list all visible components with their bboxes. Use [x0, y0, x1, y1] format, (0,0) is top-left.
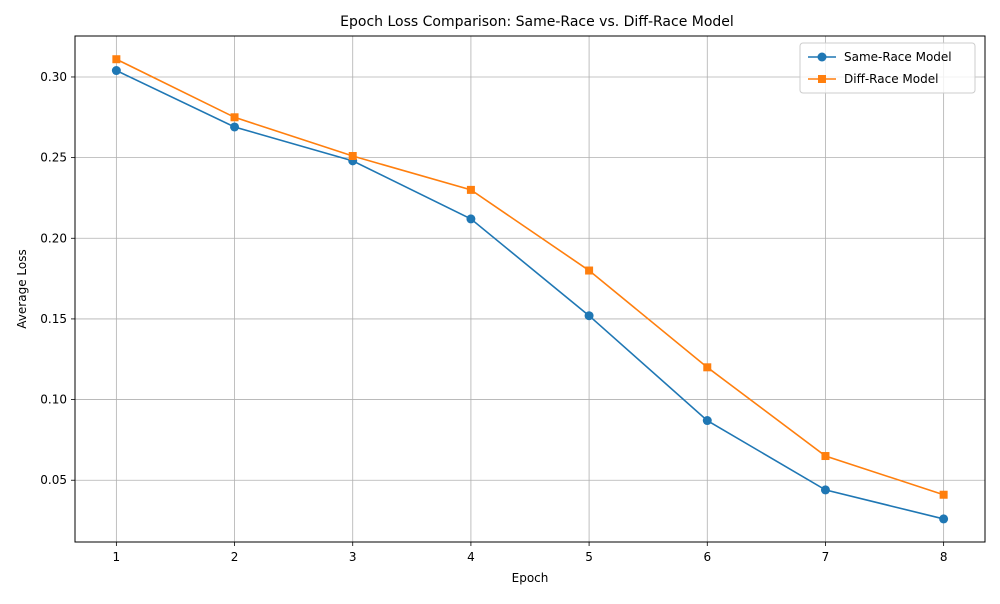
x-tick-label: 1 — [113, 550, 121, 564]
data-point — [702, 416, 712, 426]
data-point — [939, 490, 948, 499]
data-point — [703, 363, 712, 372]
data-point — [112, 55, 121, 64]
legend: Same-Race Model Diff-Race Model — [799, 42, 976, 94]
legend-marker — [818, 75, 826, 83]
series-2 — [112, 55, 948, 499]
plot-frame — [74, 35, 986, 543]
x-tick-label: 2 — [231, 550, 239, 564]
legend-label: Diff-Race Model — [844, 72, 938, 86]
legend-item: Diff-Race Model — [808, 72, 938, 86]
data-point — [466, 185, 475, 194]
data-point — [821, 452, 830, 461]
data-point — [584, 311, 594, 321]
x-tick-label: 3 — [349, 550, 357, 564]
series-1 — [111, 66, 949, 524]
x-tick-label: 8 — [940, 550, 948, 564]
legend-label: Same-Race Model — [844, 50, 952, 64]
x-tick-label: 5 — [585, 550, 593, 564]
series-line — [116, 69, 944, 520]
data-point — [939, 514, 949, 524]
y-tick-label: 0.15 — [40, 312, 67, 326]
legend-box — [799, 42, 976, 94]
y-tick-label: 0.05 — [40, 473, 67, 487]
series-layer — [111, 55, 949, 524]
y-tick-label: 0.30 — [40, 70, 67, 84]
data-point — [348, 152, 357, 161]
data-point — [466, 214, 476, 224]
x-tick-label: 7 — [822, 550, 830, 564]
y-tick-label: 0.20 — [40, 231, 67, 245]
y-axis-label: Average Loss — [15, 249, 29, 328]
x-axis-label: Epoch — [512, 571, 549, 585]
x-tick-label: 4 — [467, 550, 475, 564]
data-point — [230, 122, 240, 132]
series-line — [116, 58, 944, 496]
chart-title: Epoch Loss Comparison: Same-Race vs. Dif… — [340, 14, 734, 30]
y-tick-label: 0.25 — [40, 151, 67, 165]
legend-marker — [817, 52, 827, 62]
data-point — [230, 113, 239, 122]
y-tick-label: 0.10 — [40, 393, 67, 407]
x-tick-label: 6 — [703, 550, 711, 564]
grid — [75, 36, 985, 542]
data-point — [585, 266, 594, 275]
axis-ticks: 1 2 3 4 5 6 7 8 0.05 0.10 0.15 0.20 0.25 0.30 — [40, 70, 947, 564]
data-point — [820, 485, 830, 495]
data-point — [111, 66, 121, 76]
legend-item: Same-Race Model — [808, 50, 952, 64]
